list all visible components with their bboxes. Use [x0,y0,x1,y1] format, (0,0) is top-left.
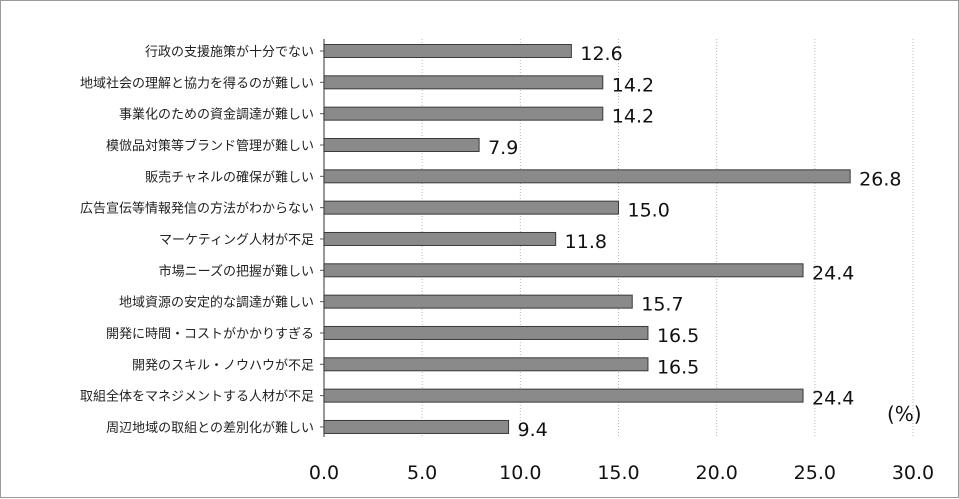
category-label: 地域社会の理解と協力を得るのが難しい [80,75,314,91]
value-label: 11.8 [565,231,607,253]
category-label: 開発に時間・コストがかかりすぎる [106,327,314,342]
bars [323,44,851,434]
category-label: 取組全体をマネジメントする人材が不足 [80,389,314,405]
value-label: 16.5 [657,325,699,347]
x-tick-label: 30.0 [892,462,934,484]
value-label: 26.8 [859,168,901,190]
category-label: 市場ニーズの把握が難しい [159,263,314,279]
bar [323,106,604,121]
x-tick-label: 0.0 [309,462,339,484]
category-label: 開発のスキル・ノウハウが不足 [132,358,314,373]
value-label: 14.2 [612,74,654,96]
bar [323,357,649,372]
category-label: 事業化のための資金調達が難しい [119,107,314,123]
unit-label: (%) [887,402,922,426]
value-label: 9.4 [518,419,548,441]
labels: 0.0 5.0 10.0 15.0 20.0 25.0 30.0 行政の支援施策が十分でない 1… [80,43,934,484]
bar [323,169,851,184]
value-label: 15.7 [641,294,683,316]
category-label: 販売チャネルの確保が難しい [145,169,314,185]
bar [323,200,619,215]
category-label: 模倣品対策等ブランド管理が難しい [106,138,314,154]
x-tick-label: 20.0 [696,462,738,484]
bar [323,294,633,309]
bar [323,231,557,246]
value-label: 12.6 [580,43,622,65]
value-label: 14.2 [612,106,654,128]
bar [323,137,480,152]
category-label: マーケティング人材が不足 [159,233,314,248]
bar [323,75,604,90]
bar [323,263,804,278]
x-tick-label: 10.0 [499,462,541,484]
category-label: 行政の支援施策が十分でない [145,44,314,60]
category-label: 地域資源の安定的な調達が難しい [119,295,314,311]
value-label: 16.5 [657,356,699,378]
x-tick-label: 25.0 [794,462,836,484]
bar [323,44,572,58]
axes [320,39,325,437]
bar [323,419,510,434]
bar [323,325,649,340]
x-tick-label: 5.0 [407,462,437,484]
category-label: 広告宣伝等情報発信の方法がわからない [80,201,314,217]
x-tick-label: 15.0 [597,462,639,484]
bar [323,388,804,403]
value-label: 7.9 [488,137,518,159]
value-label: 24.4 [812,388,854,410]
category-label: 周辺地域の取組との差別化が難しい [106,421,314,436]
value-label: 15.0 [628,200,670,222]
value-label: 24.4 [812,262,854,284]
